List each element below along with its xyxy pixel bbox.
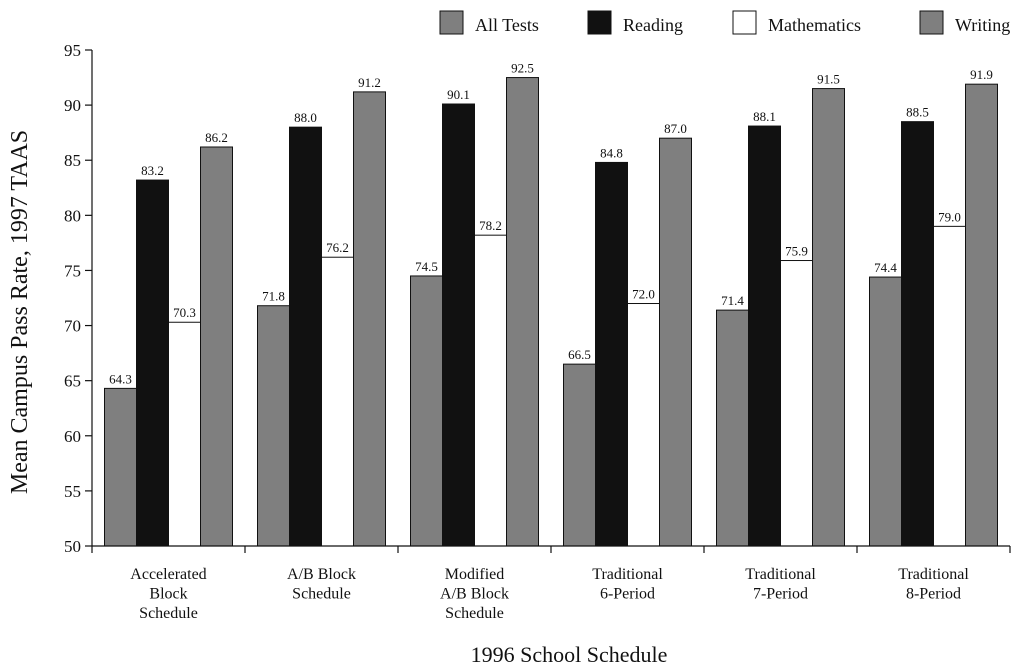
x-category-label: Traditional — [745, 566, 816, 583]
bar-writing — [353, 91, 386, 547]
x-category-label: Block — [149, 586, 187, 603]
data-label: 84.8 — [600, 145, 623, 160]
y-tick-label: 90 — [64, 96, 81, 115]
x-category-label: Traditional — [898, 566, 969, 583]
x-category-label: A/B Block — [440, 586, 509, 603]
data-label: 74.4 — [874, 260, 897, 275]
bar-all-tests — [257, 305, 290, 547]
x-category-label: Schedule — [445, 605, 504, 622]
bar-reading — [136, 179, 169, 547]
data-label: 88.5 — [906, 105, 929, 120]
x-category-label: 8-Period — [906, 586, 961, 603]
legend-label: Writing — [955, 15, 1010, 35]
y-tick-label: 60 — [64, 427, 81, 446]
x-category-label: A/B Block — [287, 566, 356, 583]
legend-swatch — [919, 10, 944, 35]
bar-all-tests — [869, 276, 902, 547]
y-axis-title: Mean Campus Pass Rate, 1997 TAAS — [7, 130, 33, 494]
y-tick-label: 65 — [64, 372, 81, 391]
bar-reading — [901, 121, 934, 547]
y-tick-label: 95 — [64, 41, 81, 60]
data-label: 76.2 — [326, 240, 349, 255]
data-label: 91.9 — [970, 67, 993, 82]
bar-writing — [506, 77, 539, 547]
data-label: 88.0 — [294, 110, 317, 125]
data-label: 66.5 — [568, 347, 591, 362]
bar-mathematics — [933, 225, 966, 547]
bar-mathematics — [321, 256, 354, 547]
data-label: 88.1 — [753, 109, 776, 124]
x-category-label: Schedule — [292, 586, 351, 603]
data-label: 74.5 — [415, 259, 438, 274]
data-label: 86.2 — [205, 130, 228, 145]
bar-mathematics — [627, 303, 660, 547]
data-label: 90.1 — [447, 87, 470, 102]
x-category-label: Traditional — [592, 566, 663, 583]
y-tick-label: 70 — [64, 317, 81, 336]
bar-writing — [812, 88, 845, 547]
data-label: 72.0 — [632, 287, 655, 302]
y-tick-label: 85 — [64, 151, 81, 170]
bar-writing — [659, 137, 692, 547]
bar-mathematics — [168, 321, 201, 547]
legend-swatch — [587, 10, 612, 35]
x-category-label: Schedule — [139, 605, 198, 622]
legend-label: Mathematics — [768, 15, 861, 35]
data-label: 83.2 — [141, 163, 164, 178]
bar-all-tests — [563, 363, 596, 547]
bars: 64.3 83.2 70.3 86.2 71.8 88.0 76.2 91.2 74.5 90.1… — [104, 61, 998, 547]
x-category-label: 7-Period — [753, 586, 808, 603]
legend-label: Reading — [623, 15, 683, 35]
legend: All Tests Reading Mathematics Writing — [439, 10, 1010, 35]
x-axis-title: 1996 School Schedule — [471, 642, 668, 667]
x-category-label: 6-Period — [600, 586, 655, 603]
data-label: 91.2 — [358, 75, 381, 90]
bar-reading — [442, 103, 475, 547]
y-tick-label: 55 — [64, 482, 81, 501]
data-label: 75.9 — [785, 244, 808, 259]
y-tick-label: 75 — [64, 261, 81, 280]
legend-swatch — [732, 10, 757, 35]
y-axis: 50 55 60 65 70 75 80 85 90 95 — [64, 41, 93, 556]
bar-writing — [200, 146, 233, 547]
bar-mathematics — [474, 234, 507, 547]
bar-reading — [748, 125, 781, 547]
x-category-label: Modified — [445, 566, 505, 583]
y-tick-label: 80 — [64, 206, 81, 225]
legend-label: All Tests — [475, 15, 539, 35]
data-label: 79.0 — [938, 209, 961, 224]
bar-all-tests — [410, 275, 443, 547]
data-label: 70.3 — [173, 305, 196, 320]
y-tick-label: 50 — [64, 537, 81, 556]
bar-reading — [289, 126, 322, 547]
data-label: 71.4 — [721, 293, 744, 308]
bar-mathematics — [780, 260, 813, 547]
data-label: 91.5 — [817, 72, 840, 87]
data-label: 64.3 — [109, 371, 132, 386]
x-axis: Accelerated Block Schedule A/B Block Schedul… — [91, 545, 1011, 622]
bar-writing — [965, 83, 998, 547]
data-label: 87.0 — [664, 121, 687, 136]
legend-swatch — [439, 10, 464, 35]
bar-reading — [595, 161, 628, 547]
data-label: 92.5 — [511, 61, 534, 76]
bar-all-tests — [104, 387, 137, 547]
x-category-label: Accelerated — [130, 566, 206, 583]
data-label: 71.8 — [262, 289, 285, 304]
bar-all-tests — [716, 309, 749, 547]
data-label: 78.2 — [479, 218, 502, 233]
